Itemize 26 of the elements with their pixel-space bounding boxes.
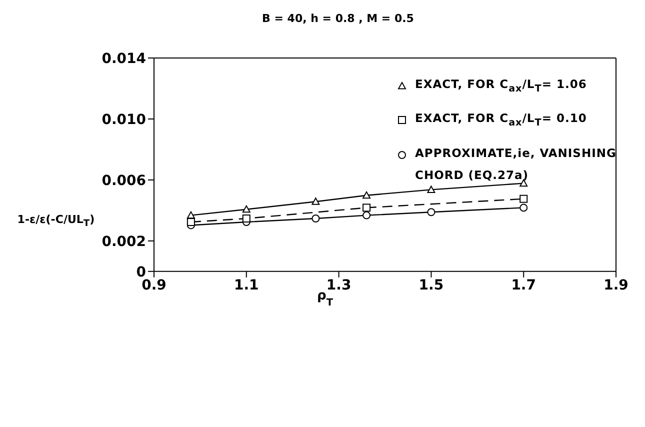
point <box>520 204 528 212</box>
point <box>312 198 320 205</box>
point <box>520 194 528 203</box>
point <box>362 191 371 199</box>
point <box>427 186 436 193</box>
point <box>362 211 371 220</box>
point <box>242 214 250 223</box>
legend-label: APPROXIMATE,ie, VANISHING CHORD (EQ.27a) <box>415 144 617 184</box>
legend-label: EXACT, FOR C$_{ax}$/L$_{T}$= 0.10 <box>415 110 587 131</box>
point <box>186 211 195 219</box>
point <box>242 205 250 213</box>
point <box>312 214 320 223</box>
chart-title: B = 40, h = 0.8 , M = 0.5 <box>261 12 415 25</box>
point <box>427 208 436 216</box>
legend-label: EXACT, FOR C$_{ax}$/L$_{T}$= 1.06 <box>415 76 587 96</box>
y-tick-label: 0.010 <box>102 112 146 128</box>
x-tick-label: 1.1 <box>234 277 259 294</box>
x-tick-label: 1.7 <box>511 277 536 294</box>
y-tick-label: 0.002 <box>102 234 146 250</box>
y-tick-label: 0.006 <box>102 172 146 189</box>
y-tick-label: 0.014 <box>102 50 146 67</box>
point <box>186 218 195 226</box>
point <box>362 204 371 212</box>
y-axis-title: 1-ε/ε(-C/UL$_{T}$) <box>16 213 96 230</box>
x-tick-label: 1.5 <box>418 277 444 294</box>
x-tick-label: 1.9 <box>604 277 628 294</box>
